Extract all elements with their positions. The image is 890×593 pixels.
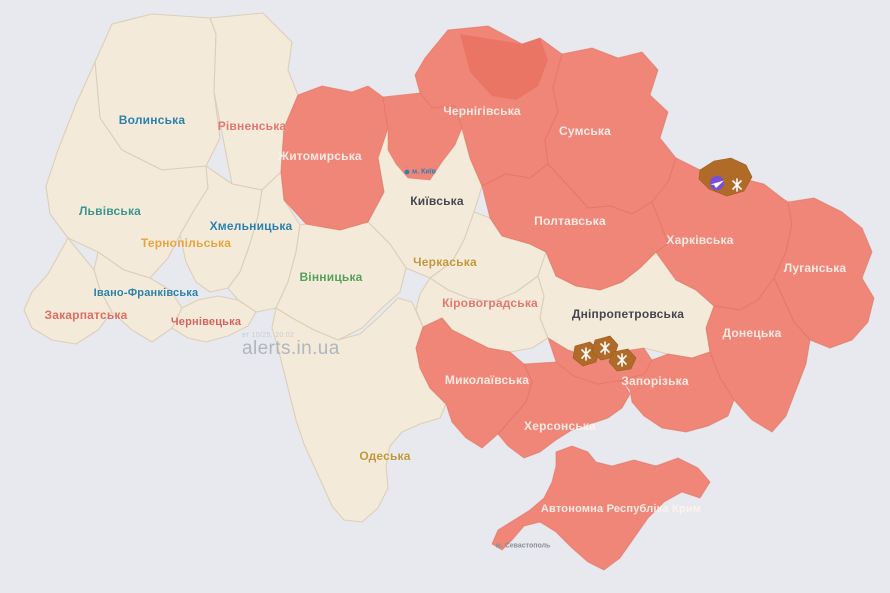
- artillery-icon[interactable]: [732, 178, 742, 192]
- region-zakarpatska[interactable]: [23, 237, 113, 345]
- artillery-icon[interactable]: [617, 353, 627, 367]
- region-donetska[interactable]: [705, 277, 811, 433]
- raion-kyiv-north[interactable]: [382, 92, 463, 181]
- region-zaporizka[interactable]: [621, 351, 735, 433]
- kyiv-city-marker[interactable]: [404, 169, 410, 175]
- raion-chernihiv-north[interactable]: [460, 34, 548, 100]
- region-lvivska[interactable]: [45, 61, 209, 279]
- region-odeska[interactable]: [271, 297, 447, 523]
- region-poltavska[interactable]: [481, 163, 669, 291]
- region-chernivetska[interactable]: [171, 295, 257, 343]
- region-luhanska[interactable]: [773, 197, 875, 349]
- artillery-icon[interactable]: [600, 341, 610, 355]
- region-zhytomyrska[interactable]: [280, 85, 389, 231]
- drone-icon[interactable]: [709, 175, 725, 191]
- artillery-icon[interactable]: [581, 347, 591, 361]
- region-mykolaivska[interactable]: [415, 317, 533, 449]
- region-crimea[interactable]: [491, 445, 711, 571]
